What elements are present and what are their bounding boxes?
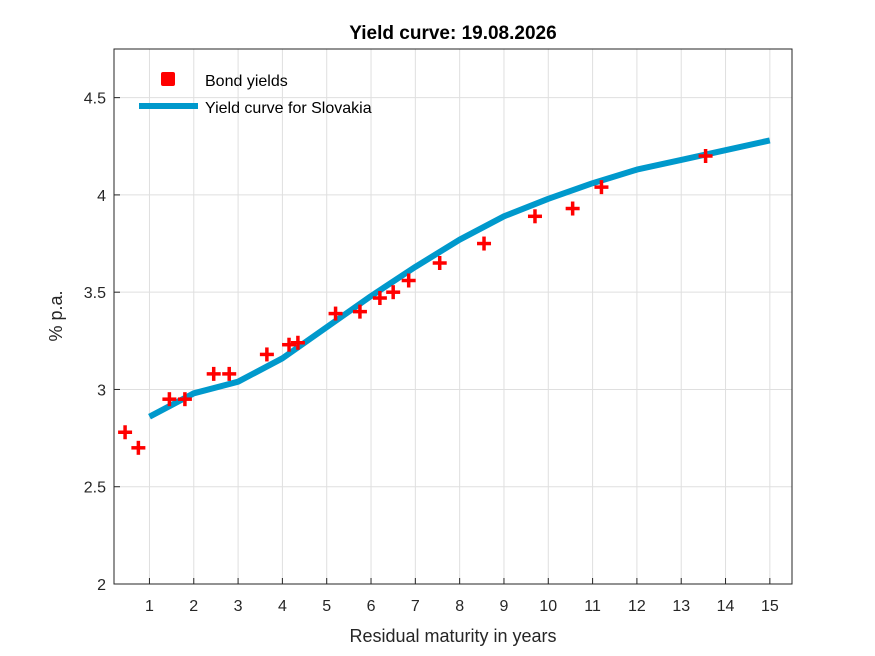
bond-yield-point — [131, 440, 146, 455]
x-axis-label: Residual maturity in years — [349, 626, 556, 646]
legend: Bond yields Yield curve for Slovakia — [139, 72, 372, 117]
y-tick-label: 4.5 — [84, 91, 106, 108]
bond-yield-point — [328, 306, 343, 321]
y-axis-ticks: 2 2.5 3 3.5 4 4.5 — [84, 91, 120, 594]
bond-yield-point — [259, 347, 274, 362]
marker-series-layer — [118, 149, 713, 455]
legend-marker-bond-yields — [161, 72, 175, 86]
x-tick-label: 9 — [500, 598, 509, 615]
chart-title: Yield curve: 19.08.2026 — [349, 23, 556, 44]
legend-label-bond-yields: Bond yields — [205, 73, 288, 90]
y-tick-label: 4 — [97, 188, 106, 205]
bond-yield-point — [290, 335, 305, 350]
x-tick-label: 5 — [322, 598, 331, 615]
y-tick-label: 3.5 — [84, 285, 106, 302]
x-tick-label: 13 — [672, 598, 690, 615]
x-tick-label: 6 — [367, 598, 376, 615]
axes-background — [114, 49, 792, 584]
grid — [114, 49, 792, 585]
x-tick-label: 2 — [189, 598, 198, 615]
line-series-layer — [148, 137, 771, 420]
plot-area: 1 2 3 4 5 6 7 8 9 10 11 12 13 14 15 22.533.544.5 — [84, 48, 793, 615]
bond-yield-point — [222, 366, 237, 381]
bond-yield-point — [698, 149, 713, 163]
x-tick-label: 7 — [411, 598, 420, 615]
bond-yield-point — [594, 180, 609, 195]
bond-yield-point — [386, 285, 401, 300]
bond-yield-point — [206, 366, 221, 381]
bond-yield-point — [282, 337, 297, 352]
bond-yield-point — [352, 304, 367, 319]
legend-label-yield-curve: Yield curve for Slovakia — [205, 100, 372, 117]
bond-yield-point — [372, 291, 387, 306]
x-tick-label: 15 — [761, 598, 779, 615]
y-tick-label: 2 — [97, 577, 106, 594]
x-tick-label: 8 — [455, 598, 464, 615]
y-tick-label: 3 — [97, 382, 106, 399]
x-tick-label: 10 — [539, 598, 557, 615]
y-tick-label: 2.5 — [84, 480, 106, 497]
x-tick-label: 14 — [717, 598, 735, 615]
bond-yield-point — [565, 201, 580, 216]
bond-yield-point — [477, 236, 492, 251]
bond-yield-point — [162, 392, 177, 407]
bond-yield-point — [432, 256, 447, 270]
yield-curve-line — [148, 137, 771, 420]
bond-yield-point — [401, 273, 416, 288]
axes-box — [113, 48, 793, 585]
x-tick-label: 11 — [584, 598, 601, 615]
x-tick-label: 1 — [145, 598, 154, 615]
x-tick-label: 12 — [628, 598, 646, 615]
x-axis-ticks: 1 2 3 4 5 6 7 8 9 10 11 12 13 14 15 — [145, 578, 779, 615]
bond-yield-point — [177, 392, 192, 407]
y-axis-label: % p.a. — [46, 290, 66, 341]
bond-yield-point — [118, 425, 133, 440]
x-tick-label: 3 — [234, 598, 243, 615]
bond-yield-point — [527, 209, 542, 224]
x-tick-label: 4 — [278, 598, 287, 615]
